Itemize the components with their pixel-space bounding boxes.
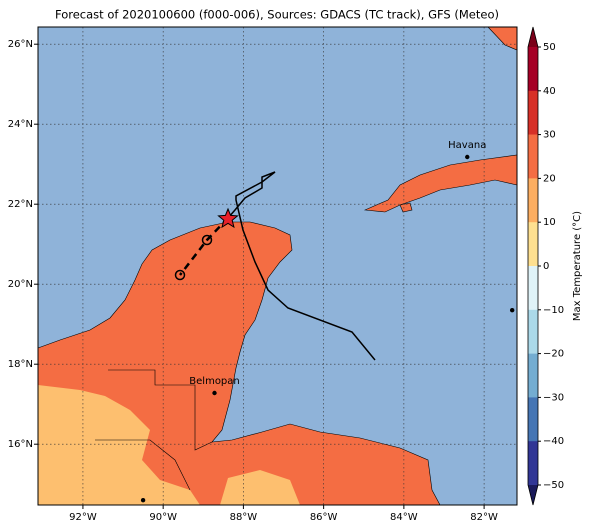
x-tick-label: 90°W [149, 512, 177, 523]
place-dot [509, 308, 515, 313]
colorbar-tick-label: 40 [543, 86, 556, 97]
colorbar-bin [528, 222, 538, 267]
colorbar-tick-label: 10 [543, 217, 556, 228]
colorbar-over [528, 27, 538, 47]
colorbar: 50 40 30 20 10 0 −10 −20 −30 −40 −50 [527, 26, 564, 506]
y-tick-label: 22°N [8, 199, 33, 210]
colorbar-tick-label: 50 [543, 42, 556, 53]
colorbar-bin [528, 441, 538, 486]
border [95, 439, 191, 491]
x-tick-label: 86°W [310, 512, 338, 523]
y-tick-label: 26°N [8, 39, 33, 50]
colorbar-tick-label: 0 [543, 261, 549, 272]
y-tick-label: 16°N [8, 439, 33, 450]
city-dot [465, 154, 470, 160]
forecast-point [201, 234, 213, 246]
forecast-point [174, 269, 186, 281]
colorbar-tick-label: −10 [543, 305, 564, 316]
x-tick-label: 92°W [69, 512, 97, 523]
colorbar-tick-label: −50 [543, 480, 564, 491]
y-tick-label: 20°N [8, 279, 33, 290]
colorbar-bin [528, 178, 538, 223]
colorbar-label: Max Temperature (°C) [572, 211, 583, 321]
city-dot [212, 390, 217, 396]
border [108, 369, 213, 451]
colorbar-bin [528, 353, 538, 398]
city-label: Havana [448, 140, 486, 151]
x-tick-label: 88°W [230, 512, 258, 523]
colorbar-tick-label: −20 [543, 349, 564, 360]
city-label: Belmopan [189, 376, 239, 387]
colorbar-tick-label: −40 [543, 436, 564, 447]
y-tick-label: 24°N [8, 119, 33, 130]
y-tick-label: 18°N [8, 359, 33, 370]
map-area [37, 26, 518, 506]
map-frame [37, 26, 518, 506]
colorbar-tick-label: −30 [543, 392, 564, 403]
map-title: Forecast of 2020100600 (f000-006), Sourc… [55, 8, 499, 22]
land-cooler [220, 470, 300, 505]
colorbar-bin [528, 309, 538, 354]
tc-track [227, 171, 376, 361]
land-cooler [38, 385, 200, 505]
land-island [399, 202, 413, 213]
tc-forecast [179, 217, 229, 276]
place-dot [140, 498, 146, 503]
colorbar-bin [528, 266, 538, 311]
current-position [217, 207, 239, 229]
colorbar-tick-label: 30 [543, 130, 556, 141]
x-tick-label: 82°W [470, 512, 498, 523]
colorbar-bin [528, 397, 538, 442]
x-tick-label: 84°W [390, 512, 418, 523]
colorbar-bin [528, 90, 538, 135]
colorbar-under [528, 485, 538, 505]
colorbar-bin [528, 134, 538, 179]
colorbar-tick-label: 20 [543, 173, 556, 184]
colorbar-bin [528, 47, 538, 92]
